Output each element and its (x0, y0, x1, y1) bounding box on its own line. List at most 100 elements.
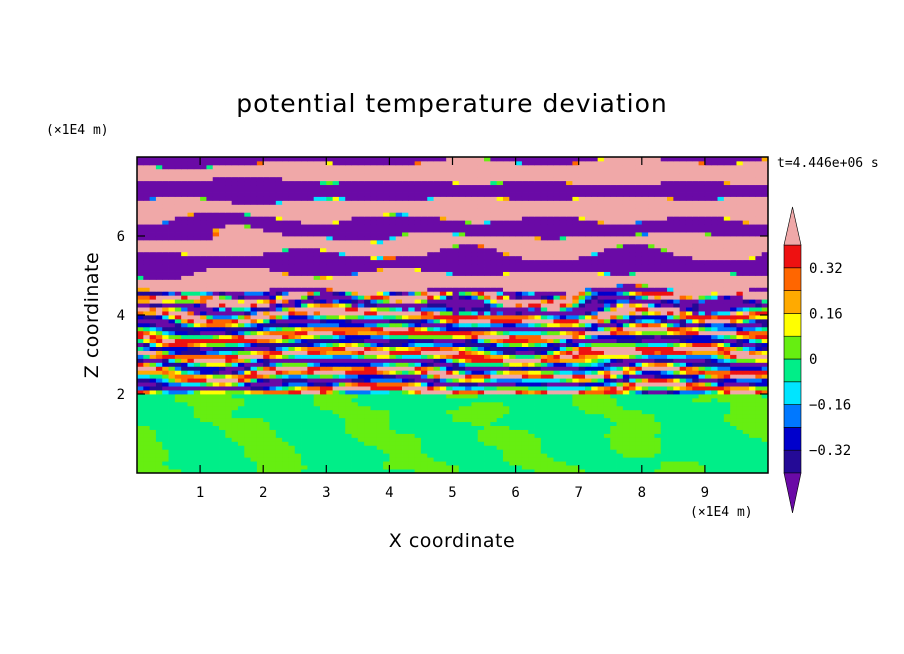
heatmap-cell (383, 350, 390, 355)
heatmap-cell (711, 433, 718, 438)
heatmap-cell (219, 405, 226, 411)
heatmap-cell (679, 449, 687, 454)
heatmap-cell (566, 429, 573, 434)
heatmap-cell (635, 433, 643, 438)
heatmap-cell (149, 283, 157, 288)
heatmap-cell (206, 449, 214, 454)
heatmap-cell (149, 394, 157, 399)
heatmap-cell (446, 362, 453, 367)
heatmap-cell (427, 342, 434, 347)
heatmap-cell (402, 342, 409, 347)
heatmap-cell (452, 449, 460, 454)
heatmap-cell (383, 370, 390, 375)
heatmap-cell (692, 315, 699, 320)
heatmap-cell (219, 465, 226, 470)
heatmap-cell (282, 382, 289, 387)
heatmap-cell (698, 283, 706, 288)
heatmap-cell (648, 378, 655, 383)
heatmap-cell (269, 374, 277, 379)
heatmap-cell (137, 401, 144, 407)
heatmap-cell (433, 445, 441, 450)
heatmap-cell (206, 338, 214, 344)
heatmap-cell (427, 287, 434, 292)
heatmap-cell (269, 397, 277, 403)
heatmap-cell (357, 299, 365, 304)
heatmap-cell (364, 366, 371, 371)
heatmap-cell (269, 425, 277, 430)
heatmap-cell (622, 390, 630, 395)
heatmap-cell (490, 441, 498, 446)
heatmap-cell (629, 362, 636, 367)
heatmap-cell (761, 315, 768, 320)
heatmap-cell (673, 382, 681, 387)
heatmap-cell (452, 338, 460, 344)
heatmap-cell (446, 382, 453, 387)
heatmap-cell (736, 421, 744, 426)
heatmap-cell (408, 362, 416, 367)
heatmap-cell (698, 330, 706, 336)
heatmap-cell (370, 453, 378, 458)
heatmap-cell (433, 303, 441, 308)
heatmap-cell (585, 469, 592, 473)
heatmap-cell (704, 457, 712, 462)
heatmap-cell (212, 303, 220, 308)
heatmap-cell (389, 366, 397, 371)
heatmap-cell (755, 457, 763, 462)
heatmap-cell (768, 398, 775, 402)
heatmap-cell (402, 374, 409, 379)
heatmap-cell (408, 425, 416, 430)
heatmap-cell (338, 315, 346, 320)
heatmap-cell (269, 295, 277, 300)
heatmap-cell (244, 413, 251, 419)
heatmap-cell (408, 378, 416, 383)
heatmap-cell (736, 469, 744, 473)
heatmap-cell (275, 421, 283, 426)
heatmap-cell (212, 366, 220, 371)
heatmap-cell (528, 401, 535, 407)
heatmap-cell (414, 441, 422, 446)
heatmap-cell (742, 429, 750, 434)
heatmap-cell (301, 311, 308, 316)
heatmap-cell (263, 469, 270, 473)
heatmap-cell (635, 295, 643, 300)
heatmap-cell (364, 330, 371, 336)
heatmap-cell (755, 334, 763, 340)
heatmap-cell (307, 417, 315, 423)
heatmap-cell (749, 453, 756, 458)
heatmap-cell (351, 469, 359, 473)
heatmap-cell (559, 299, 567, 304)
heatmap-cell (212, 307, 220, 312)
heatmap-cell (572, 283, 580, 288)
heatmap-cell (137, 303, 144, 308)
heatmap-cell (155, 350, 163, 355)
heatmap-cell (749, 386, 756, 391)
heatmap-cell (439, 441, 447, 446)
heatmap-cell (402, 413, 409, 419)
heatmap-cell (534, 283, 542, 288)
heatmap-cell (509, 394, 516, 399)
heatmap-cell (761, 295, 768, 300)
heatmap-cell (319, 457, 327, 462)
heatmap-cell (496, 366, 504, 371)
heatmap-cell (187, 326, 195, 332)
heatmap-cell (143, 421, 151, 426)
heatmap-cell (648, 405, 655, 411)
heatmap-cell (484, 295, 491, 300)
heatmap-cell (313, 465, 321, 470)
heatmap-cell (338, 401, 346, 407)
heatmap-cell (698, 390, 706, 395)
heatmap-cell (761, 283, 768, 288)
heatmap-cell (294, 386, 302, 391)
heatmap-cell (723, 429, 731, 434)
heatmap-cell (237, 358, 245, 363)
heatmap-cell (149, 413, 157, 419)
heatmap-cell (540, 311, 548, 316)
heatmap-cell (509, 382, 516, 387)
heatmap-cell (155, 279, 163, 284)
heatmap-cell (200, 299, 207, 304)
heatmap-cell (496, 394, 504, 399)
heatmap-cell (490, 350, 498, 355)
heatmap-cell (534, 378, 542, 383)
heatmap-cell (269, 338, 277, 344)
heatmap-cell (427, 413, 434, 419)
